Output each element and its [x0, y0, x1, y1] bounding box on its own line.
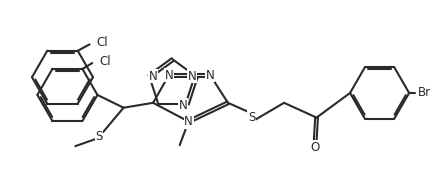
- Text: O: O: [310, 141, 319, 154]
- Text: S: S: [95, 130, 103, 143]
- Text: Br: Br: [418, 86, 431, 100]
- Text: N: N: [184, 115, 193, 128]
- Text: N: N: [149, 70, 158, 82]
- Text: S: S: [248, 111, 255, 124]
- Text: N: N: [206, 69, 215, 82]
- Text: N: N: [164, 69, 173, 82]
- Text: Cl: Cl: [100, 55, 111, 68]
- Text: N: N: [188, 70, 197, 82]
- Text: N: N: [178, 98, 187, 112]
- Text: Cl: Cl: [97, 36, 108, 49]
